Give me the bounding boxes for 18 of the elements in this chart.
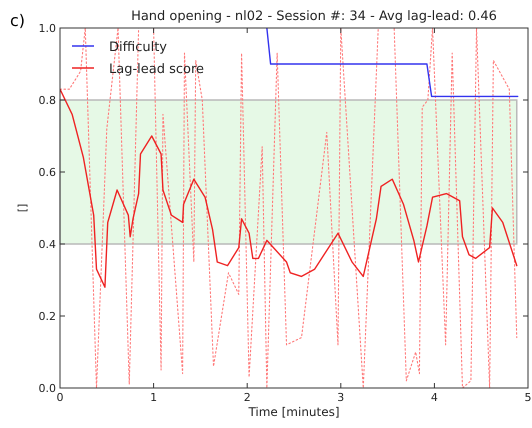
x-tick-label: 1 bbox=[150, 391, 158, 404]
y-tick-label: 0.6 bbox=[38, 166, 56, 179]
text: c) bbox=[10, 11, 26, 30]
y-tick-label: 0.0 bbox=[38, 382, 56, 395]
line-series bbox=[60, 88, 518, 288]
y-tick-label: 0.2 bbox=[38, 310, 56, 323]
y-tick-label: 0.4 bbox=[38, 238, 56, 251]
y-tick-label: 0.8 bbox=[38, 94, 56, 107]
x-tick-label: 3 bbox=[337, 391, 344, 404]
line-series bbox=[60, 28, 518, 388]
x-tick-label: 4 bbox=[430, 391, 438, 404]
y-tick-label: 1.0 bbox=[38, 22, 56, 35]
x-tick-label: 0 bbox=[56, 391, 64, 404]
chart-title: Hand opening - nl02 - Session #: 34 - Avg lag-lead: 0.46 bbox=[131, 9, 497, 24]
x-tick-label: 5 bbox=[524, 391, 532, 404]
x-axis-title: Time [minutes] bbox=[247, 405, 340, 419]
x-tick-label: 2 bbox=[244, 391, 251, 404]
y-axis-title: [] bbox=[16, 204, 29, 212]
